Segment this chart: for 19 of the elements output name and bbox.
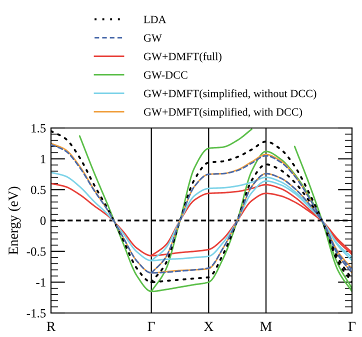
y-tick-label: -0.5 bbox=[26, 247, 46, 256]
legend-label: LDA bbox=[144, 16, 166, 24]
x-tick-label: Γ bbox=[348, 322, 356, 331]
y-tick-label: 1 bbox=[40, 154, 46, 164]
legend-label: GW bbox=[144, 34, 162, 42]
x-tick-label: Γ bbox=[148, 322, 155, 331]
y-tick-label: -1 bbox=[36, 278, 46, 287]
y-tick-label: 0 bbox=[40, 216, 46, 225]
legend-label: GW-DCC bbox=[144, 71, 188, 79]
y-axis-title: Energy (eV) bbox=[8, 186, 21, 254]
y-tick-label: 0.5 bbox=[30, 186, 46, 194]
x-tick-label: X bbox=[204, 322, 214, 331]
legend-label: GW+DMFT(simplified, with DCC) bbox=[144, 108, 302, 118]
x-tick-label: R bbox=[46, 322, 56, 331]
y-tick-label: -1.5 bbox=[26, 309, 46, 318]
legend-label: GW+DMFT(full) bbox=[144, 52, 222, 62]
legend-label: GW+DMFT(simplified, without DCC) bbox=[144, 89, 316, 100]
x-tick-label: M bbox=[260, 322, 272, 331]
y-tick-label: 1.5 bbox=[32, 124, 46, 133]
